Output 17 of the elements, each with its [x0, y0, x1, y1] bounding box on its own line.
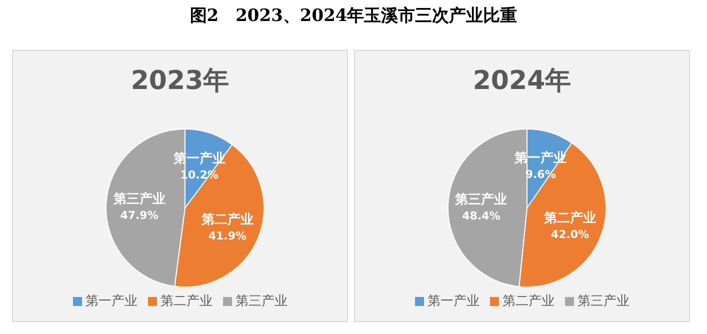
slice-label: 第三产业 [454, 192, 508, 208]
legend-label: 第三产业 [234, 293, 288, 310]
legend-label: 第一产业 [84, 293, 138, 310]
legend-label: 第二产业 [160, 293, 212, 310]
chart-title: 2023年 [130, 65, 230, 98]
legend-label: 第三产业 [576, 293, 630, 310]
slice-label: 第二产业 [200, 211, 254, 228]
data-label: 42.0% [550, 228, 590, 241]
chart-title: 2024年 [472, 65, 572, 98]
slice-label: 第三产业 [112, 190, 166, 207]
legend-label: 第二产业 [502, 293, 554, 310]
legend-label: 第一产业 [426, 293, 480, 310]
data-label: 47.9% [120, 208, 158, 222]
data-label: 48.4% [462, 210, 500, 223]
slice-label: 第二产业 [543, 210, 596, 226]
data-label: 41.9% [208, 229, 247, 242]
caption: 图2 2023、2024年玉溪市三次产业比重 [188, 5, 518, 27]
